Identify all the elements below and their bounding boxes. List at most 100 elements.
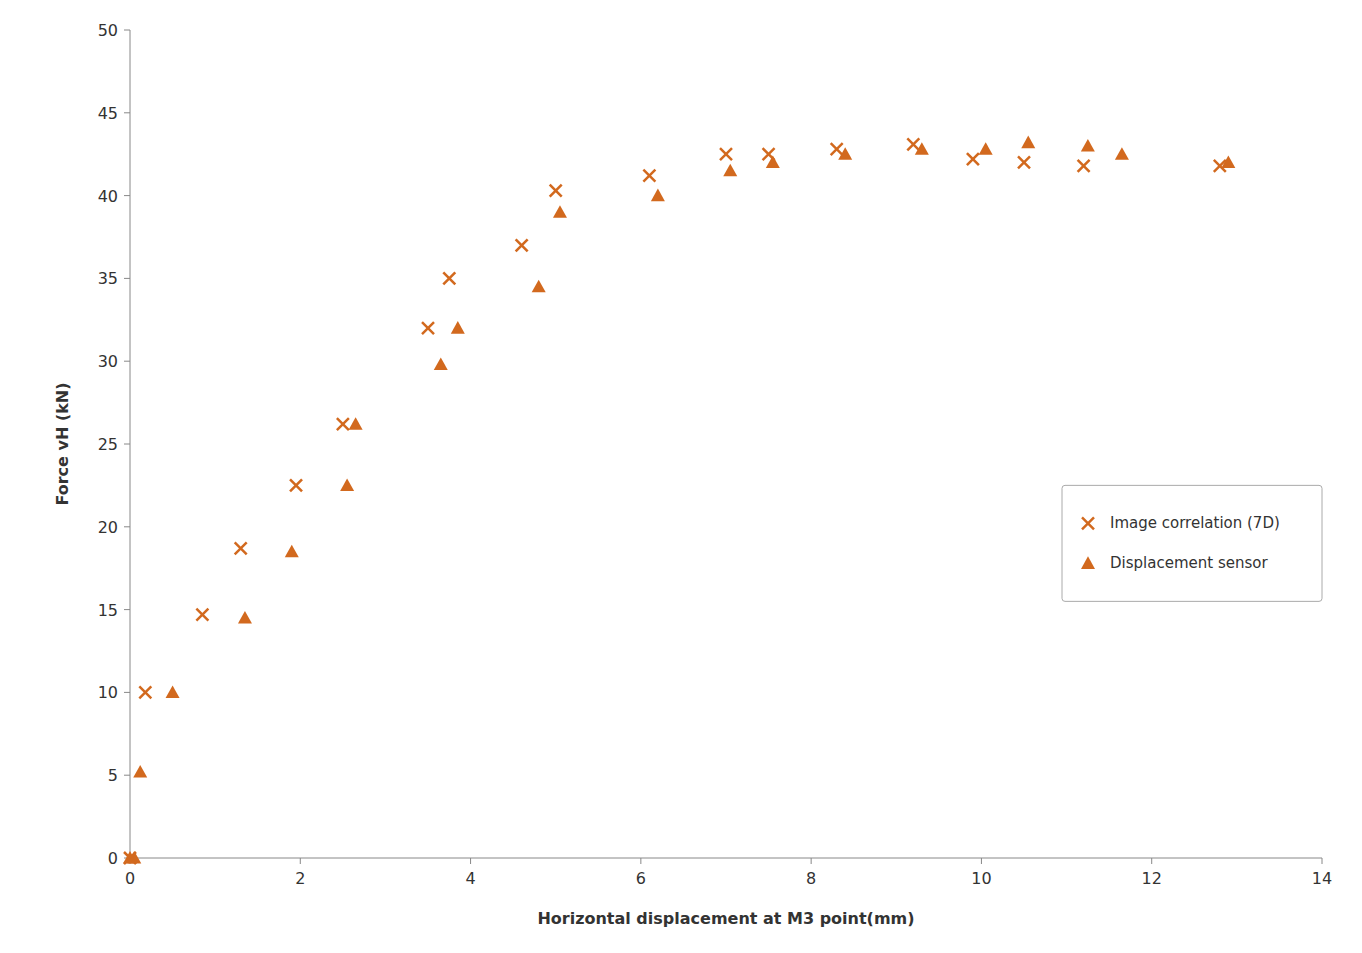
- point-triangle: [238, 611, 252, 624]
- point-stroke: [550, 185, 562, 197]
- point-triangle: [1221, 155, 1235, 168]
- y-tick: [124, 361, 130, 362]
- y-tick-label: 50: [98, 21, 118, 40]
- point-x: [443, 272, 455, 284]
- point-stroke: [550, 185, 562, 197]
- x-tick: [1322, 858, 1323, 864]
- point-stroke: [967, 153, 979, 165]
- point-triangle: [979, 142, 993, 155]
- x-tick-label: 14: [1312, 869, 1332, 888]
- point-x: [1082, 517, 1094, 529]
- point-stroke: [643, 170, 655, 182]
- series: [124, 138, 1226, 864]
- point-triangle: [451, 321, 465, 334]
- point-stroke: [516, 239, 528, 251]
- x-tick-label: 0: [125, 869, 135, 888]
- point-triangle: [915, 142, 929, 155]
- y-tick: [124, 444, 130, 445]
- legend-label: Image correlation (7D): [1110, 514, 1280, 532]
- legend: Image correlation (7D) Displacement senso…: [1062, 485, 1322, 601]
- x-tick: [981, 858, 982, 864]
- point-x: [337, 418, 349, 430]
- point-triangle: [127, 851, 141, 864]
- y-tick-label: 0: [108, 849, 118, 868]
- x-axis-line: [130, 858, 1322, 859]
- point-x: [196, 609, 208, 621]
- point-stroke: [720, 148, 732, 160]
- point-triangle: [838, 147, 852, 160]
- point-triangle: [1115, 147, 1129, 160]
- point-x: [1018, 156, 1030, 168]
- y-tick: [124, 692, 130, 693]
- point-stroke: [196, 609, 208, 621]
- point-stroke: [337, 418, 349, 430]
- axes: 0246810121405101520253035404550: [98, 21, 1333, 888]
- point-stroke: [1082, 517, 1094, 529]
- point-stroke: [290, 479, 302, 491]
- point-x: [967, 153, 979, 165]
- x-tick-label: 2: [295, 869, 305, 888]
- point-triangle: [1081, 556, 1095, 569]
- y-tick-label: 10: [98, 683, 118, 702]
- point-stroke: [1082, 517, 1094, 529]
- y-tick-label: 35: [98, 269, 118, 288]
- point-stroke: [235, 542, 247, 554]
- x-tick: [640, 858, 641, 864]
- y-tick-label: 40: [98, 187, 118, 206]
- y-tick: [124, 195, 130, 196]
- point-stroke: [443, 272, 455, 284]
- y-axis-label: Force vH (kN): [53, 382, 72, 505]
- point-x: [643, 170, 655, 182]
- x-tick: [1151, 858, 1152, 864]
- point-triangle: [1081, 139, 1095, 152]
- point-stroke: [516, 239, 528, 251]
- point-stroke: [1078, 160, 1090, 172]
- point-stroke: [139, 686, 151, 698]
- point-stroke: [235, 542, 247, 554]
- point-triangle: [553, 205, 567, 218]
- y-tick: [124, 30, 130, 31]
- y-tick-label: 5: [108, 766, 118, 785]
- x-tick-label: 8: [806, 869, 816, 888]
- point-stroke: [831, 143, 843, 155]
- point-x: [422, 322, 434, 334]
- point-stroke: [422, 322, 434, 334]
- x-tick-label: 4: [465, 869, 475, 888]
- point-x: [1078, 160, 1090, 172]
- y-tick: [124, 112, 130, 113]
- x-tick-label: 6: [636, 869, 646, 888]
- x-tick-label: 12: [1142, 869, 1162, 888]
- point-stroke: [139, 686, 151, 698]
- point-stroke: [720, 148, 732, 160]
- point-triangle: [651, 189, 665, 202]
- point-triangle: [285, 545, 299, 558]
- x-tick: [470, 858, 471, 864]
- point-triangle: [349, 417, 363, 430]
- y-tick-label: 25: [98, 435, 118, 454]
- point-triangle: [723, 164, 737, 177]
- point-stroke: [1018, 156, 1030, 168]
- y-tick-label: 30: [98, 352, 118, 371]
- point-stroke: [831, 143, 843, 155]
- y-tick: [124, 526, 130, 527]
- y-tick-label: 15: [98, 601, 118, 620]
- point-stroke: [1078, 160, 1090, 172]
- point-stroke: [196, 609, 208, 621]
- point-triangle: [766, 155, 780, 168]
- legend-label: Displacement sensor: [1110, 554, 1268, 572]
- point-triangle: [532, 280, 546, 293]
- point-x: [720, 148, 732, 160]
- y-tick-label: 45: [98, 104, 118, 123]
- y-tick: [124, 278, 130, 279]
- point-stroke: [443, 272, 455, 284]
- point-x: [907, 138, 919, 150]
- point-x: [290, 479, 302, 491]
- point-stroke: [907, 138, 919, 150]
- point-stroke: [643, 170, 655, 182]
- point-stroke: [1018, 156, 1030, 168]
- point-triangle: [340, 478, 354, 491]
- legend-frame: [1062, 485, 1322, 601]
- x-tick: [300, 858, 301, 864]
- y-tick: [124, 609, 130, 610]
- y-tick-label: 20: [98, 518, 118, 537]
